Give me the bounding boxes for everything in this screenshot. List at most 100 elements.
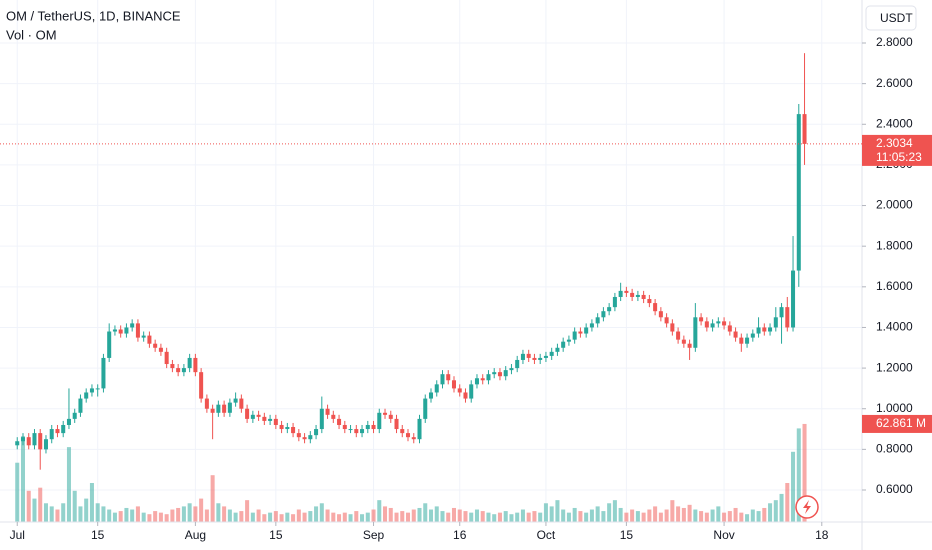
candle-body bbox=[406, 433, 411, 438]
volume-bar bbox=[802, 423, 807, 522]
candle-body bbox=[693, 317, 698, 348]
volume-bar bbox=[612, 500, 617, 522]
volume-bar bbox=[446, 512, 451, 522]
candle-body bbox=[199, 372, 204, 399]
volume-bar bbox=[406, 512, 411, 522]
volume-bar bbox=[291, 514, 296, 522]
volume-bar bbox=[520, 509, 525, 522]
volume-bar bbox=[745, 514, 750, 522]
candle-body bbox=[360, 429, 365, 434]
volume-bar bbox=[394, 512, 399, 522]
candle-body bbox=[296, 433, 301, 438]
candle-body bbox=[273, 418, 278, 425]
candle-body bbox=[440, 374, 445, 385]
volume-bar bbox=[400, 511, 405, 522]
volume-bar bbox=[480, 511, 485, 522]
volume-bar bbox=[428, 509, 434, 522]
candle-body bbox=[802, 114, 807, 144]
volume-bar bbox=[187, 503, 192, 522]
candle-body bbox=[107, 331, 112, 358]
candle-body bbox=[101, 357, 106, 389]
candle-body bbox=[250, 414, 255, 419]
x-tick-label: 16 bbox=[453, 528, 467, 542]
candle-body bbox=[112, 329, 117, 332]
volume-bar bbox=[89, 483, 94, 522]
candle-body bbox=[423, 398, 428, 419]
volume-bar bbox=[337, 514, 342, 522]
y-tick-label: 1.4000 bbox=[876, 320, 913, 334]
candle-body bbox=[635, 294, 640, 297]
y-tick-label: 0.8000 bbox=[876, 442, 913, 456]
chart-title: OM / TetherUS, 1D, BINANCE bbox=[6, 8, 181, 23]
volume-bar bbox=[440, 511, 445, 522]
volume-bar bbox=[26, 490, 31, 522]
candle-body bbox=[469, 384, 474, 399]
lightning-button[interactable] bbox=[795, 495, 819, 519]
volume-bar bbox=[38, 487, 43, 522]
candle-body bbox=[681, 339, 686, 344]
volume-bar bbox=[164, 514, 169, 522]
candle-body bbox=[302, 437, 307, 440]
candle-body bbox=[434, 384, 439, 393]
candle-body bbox=[227, 402, 232, 413]
volume-bar bbox=[61, 503, 66, 522]
candle-body bbox=[676, 331, 681, 340]
volume-bar bbox=[595, 506, 600, 522]
candle-body bbox=[383, 412, 388, 415]
candle-body bbox=[325, 408, 330, 415]
volume-bar bbox=[348, 514, 353, 522]
candle-body bbox=[32, 433, 37, 446]
volume-bar bbox=[647, 509, 652, 522]
candle-body bbox=[394, 418, 399, 430]
candle-body bbox=[446, 374, 451, 381]
volume-bar bbox=[273, 511, 278, 522]
volume-bar bbox=[342, 512, 347, 522]
volume-bar bbox=[561, 509, 566, 522]
candle-body bbox=[756, 327, 761, 334]
candle-body bbox=[26, 437, 31, 446]
volume-bar bbox=[279, 514, 284, 522]
volume-bar bbox=[503, 511, 508, 522]
candle-body bbox=[153, 343, 158, 348]
volume-bar bbox=[492, 514, 497, 522]
volume-bar bbox=[285, 512, 290, 522]
volume-bar bbox=[722, 512, 727, 522]
candle-body bbox=[555, 347, 560, 352]
volume-bar bbox=[681, 507, 686, 522]
volume-bar bbox=[308, 511, 313, 522]
volume-bar bbox=[199, 498, 204, 522]
candle-body bbox=[239, 398, 244, 409]
y-tick-label: 1.8000 bbox=[876, 238, 913, 252]
candle-body bbox=[331, 414, 336, 419]
candle-body bbox=[342, 424, 347, 430]
candle-body bbox=[400, 429, 405, 434]
candle-body bbox=[699, 317, 704, 322]
candle-body bbox=[187, 357, 192, 369]
candle-body bbox=[497, 372, 502, 377]
candle-body bbox=[526, 353, 531, 358]
candle-body bbox=[319, 408, 324, 430]
x-tick-label: 15 bbox=[620, 528, 634, 542]
volume-bar bbox=[515, 512, 520, 522]
currency-button[interactable] bbox=[865, 5, 917, 31]
candle-body bbox=[176, 368, 181, 373]
candle-body bbox=[84, 392, 89, 399]
candle-body bbox=[739, 337, 744, 344]
volume-bar bbox=[555, 500, 560, 522]
volume-bar bbox=[95, 503, 100, 522]
candle-body bbox=[704, 321, 709, 328]
volume-bar bbox=[566, 512, 571, 522]
candle-body bbox=[141, 335, 146, 338]
candle-body bbox=[589, 323, 594, 328]
volume-bar bbox=[532, 511, 537, 522]
candle-body bbox=[43, 439, 48, 450]
volume-bar bbox=[676, 506, 681, 522]
candle-body bbox=[670, 323, 675, 332]
volume-bar bbox=[509, 514, 514, 522]
candle-body bbox=[664, 317, 669, 324]
candle-body bbox=[164, 351, 169, 365]
volume-bar bbox=[256, 509, 261, 522]
volume-bar bbox=[474, 509, 479, 522]
candle-body bbox=[354, 429, 359, 434]
